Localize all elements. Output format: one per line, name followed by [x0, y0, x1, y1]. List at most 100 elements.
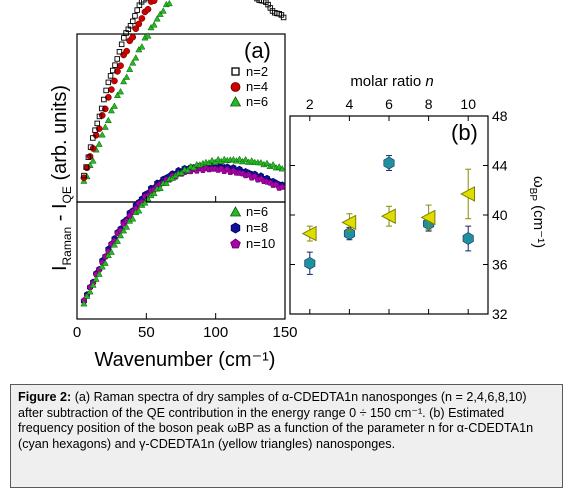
data-point	[117, 231, 125, 239]
data-point	[110, 67, 116, 74]
panel-a-y-label: IRaman - IQE (arb. units)	[49, 85, 74, 271]
data-point	[460, 186, 475, 202]
data-point	[150, 0, 158, 5]
data-point	[113, 91, 122, 98]
panel-a-x-label: Wavenumber (cm⁻¹)	[95, 349, 276, 371]
data-point	[141, 0, 147, 3]
data-point	[114, 56, 120, 62]
data-point	[144, 32, 152, 39]
data-point	[383, 156, 395, 170]
x-tick-label: 100	[203, 324, 228, 341]
data-point	[121, 35, 127, 41]
data-point	[81, 172, 87, 179]
legend-label-n6-b: n=6	[246, 204, 268, 219]
data-point	[104, 116, 112, 124]
data-point	[113, 237, 122, 244]
legend-top: n=2 n=4 n=6	[229, 64, 268, 109]
data-point	[150, 189, 158, 197]
x-tick-label: 150	[272, 324, 297, 341]
data-point	[178, 169, 186, 176]
data-point	[263, 159, 271, 166]
data-point	[116, 48, 123, 55]
panel-b-y-label: ωBP (cm⁻¹)	[527, 176, 547, 248]
data-point	[138, 15, 146, 22]
data-point	[132, 25, 140, 33]
data-point	[132, 54, 140, 61]
data-point	[110, 102, 118, 109]
data-point	[123, 223, 131, 230]
legend-marker-n2	[231, 67, 240, 76]
panel-b-ticks: 2 4 6 8 10 32 36 40 44 48	[290, 96, 508, 322]
data-point	[98, 105, 105, 112]
data-point	[141, 199, 149, 206]
data-point	[118, 41, 125, 48]
data-point	[95, 140, 103, 147]
b-x-tick-label: 4	[346, 96, 354, 112]
legend-label-n6: n=6	[246, 94, 268, 109]
data-point	[96, 113, 103, 120]
data-point	[235, 155, 244, 162]
data-point	[165, 0, 173, 7]
data-point	[120, 77, 128, 85]
series-n2	[81, 0, 287, 179]
caption-label: Figure 2:	[18, 390, 72, 404]
data-point	[144, 5, 152, 13]
data-point	[123, 47, 130, 55]
data-point	[101, 259, 109, 266]
data-point	[341, 214, 357, 231]
panel-a-label: (a)	[244, 38, 271, 63]
data-point	[153, 15, 161, 22]
data-point	[98, 131, 106, 138]
data-point	[420, 209, 436, 226]
data-point	[85, 154, 92, 160]
data-point	[138, 43, 146, 50]
x-tick-label: 0	[73, 324, 81, 341]
legend-marker-n8	[230, 222, 241, 234]
panel-b-label: (b)	[451, 120, 478, 145]
data-point	[280, 14, 287, 21]
legend-label-n8: n=8	[246, 220, 268, 235]
data-point	[132, 13, 138, 19]
panel-b-x-label: molar ratio n	[350, 73, 433, 90]
spectra-bottom-series	[80, 155, 286, 307]
legend-label-n4: n=4	[246, 79, 268, 94]
data-point	[156, 10, 164, 17]
data-point	[301, 225, 317, 242]
legend-label-n10: n=10	[246, 236, 275, 251]
data-point	[94, 120, 100, 127]
b-y-tick-label: 48	[492, 108, 508, 124]
data-point	[462, 232, 474, 245]
figure-caption: Figure 2: (a) Raman spectra of dry sampl…	[10, 384, 563, 488]
data-point	[90, 135, 96, 141]
data-point	[129, 59, 137, 66]
data-point	[83, 164, 89, 170]
data-point	[80, 300, 88, 307]
data-point	[103, 87, 109, 94]
data-point	[120, 226, 128, 234]
data-point	[105, 79, 112, 86]
data-point	[87, 144, 94, 150]
data-point	[380, 208, 396, 225]
data-point	[83, 292, 91, 299]
data-point	[117, 87, 125, 95]
b-x-tick-label: 10	[460, 96, 476, 112]
data-point	[89, 281, 97, 288]
b-y-tick-label: 44	[492, 158, 508, 174]
data-point	[111, 77, 118, 85]
panel-a-bottom-frame	[76, 201, 286, 320]
data-point	[184, 166, 192, 173]
data-point	[126, 65, 134, 72]
data-point	[269, 161, 277, 168]
b-x-tick-label: 6	[385, 96, 393, 112]
data-point	[134, 7, 140, 13]
b-y-tick-label: 40	[492, 207, 508, 223]
legend-marker-n10	[230, 238, 241, 249]
data-point	[98, 263, 106, 270]
data-point	[159, 7, 167, 14]
data-point	[135, 207, 143, 214]
data-point	[117, 62, 124, 70]
data-point	[156, 184, 164, 191]
legend-marker-n4	[230, 82, 241, 92]
data-point	[162, 179, 170, 186]
b-y-tick-label: 36	[492, 257, 508, 273]
